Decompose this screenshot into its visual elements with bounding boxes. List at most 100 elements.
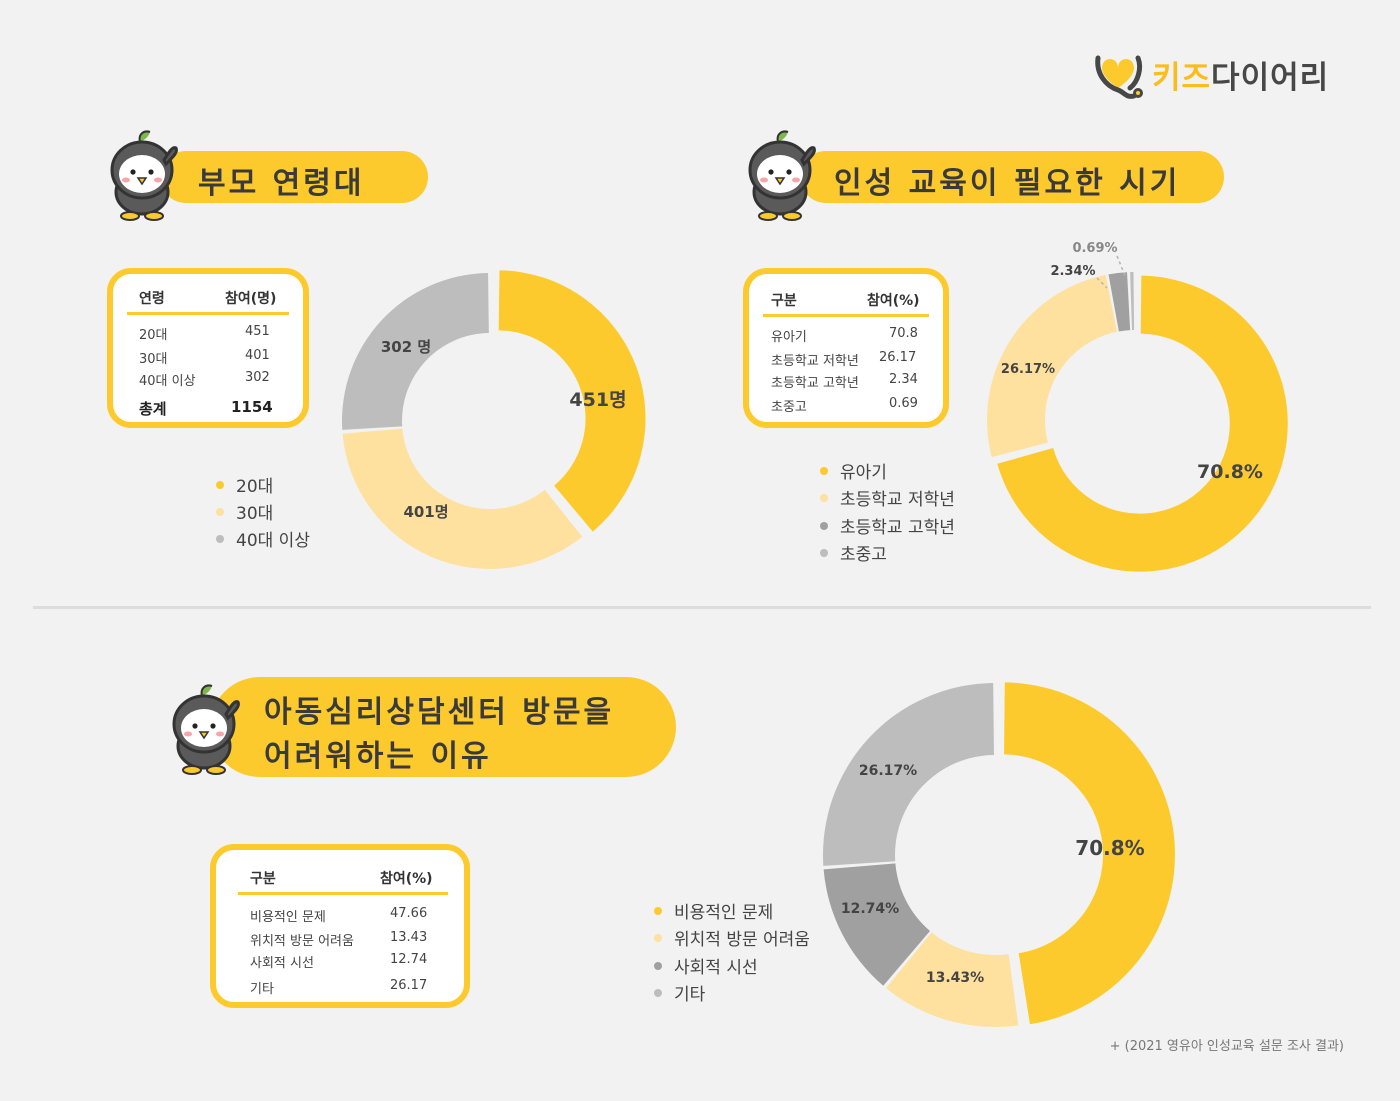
legend-swatch	[216, 507, 224, 516]
section-title-pill: 아동심리상담센터 방문을 어려워하는 이유	[210, 677, 676, 777]
penguin-mascot-icon	[172, 684, 240, 775]
data-table: 연령 참여(명) 20대 451 30대 401 40대 이상 302 총계 1…	[107, 268, 309, 428]
table-header-col2: 참여(%)	[380, 871, 433, 887]
table-header-col2: 참여(%)	[867, 293, 920, 309]
table-total-label: 총계	[139, 400, 167, 418]
donut-slice	[1130, 272, 1135, 331]
data-table: 구분 참여(%) 유아기 70.8 초등학교 저학년 26.17 초등학교 고학…	[743, 268, 949, 428]
table-header-col1: 구분	[250, 871, 276, 887]
table-cell: 초등학교 저학년	[771, 354, 859, 369]
table-cell: 30대	[139, 352, 168, 367]
penguin-mascot-icon	[748, 130, 816, 221]
donut-slice	[1108, 272, 1131, 332]
legend-label: 초등학교 저학년	[840, 490, 955, 510]
legend-label: 30대	[236, 504, 274, 524]
chart-legend: 20대 30대 40대 이상	[216, 472, 356, 562]
table-header-col2: 참여(명)	[225, 291, 277, 307]
legend-swatch	[654, 906, 662, 915]
table-cell: 비용적인 문제	[250, 910, 326, 925]
table-cell: 401	[245, 348, 270, 363]
table-cell: 70.8	[889, 326, 918, 341]
table-cell: 2.34	[889, 372, 918, 387]
table-cell: 20대	[139, 328, 168, 343]
table-cell: 40대 이상	[139, 374, 196, 389]
section-title: 인성 교육이 필요한 시기	[834, 166, 1181, 201]
legend-label: 20대	[236, 477, 274, 497]
table-cell: 47.66	[390, 906, 428, 921]
legend-label: 40대 이상	[236, 531, 310, 551]
legend-item: 위치적 방문 어려움	[654, 925, 810, 950]
legend-swatch	[820, 548, 828, 557]
table-cell: 초중고	[771, 400, 807, 415]
table-cell: 12.74	[390, 952, 428, 967]
legend-item: 비용적인 문제	[654, 898, 773, 923]
table-cell: 302	[245, 370, 270, 385]
table-header-col1: 연령	[139, 291, 165, 307]
table-cell: 26.17	[879, 350, 917, 365]
table-cell: 유아기	[771, 330, 807, 345]
table-total-value: 1154	[231, 398, 273, 416]
table-cell: 사회적 시선	[250, 956, 314, 971]
legend-item: 유아기	[820, 458, 887, 483]
donut-slice	[1004, 682, 1175, 1025]
legend-swatch	[820, 493, 828, 502]
leader-line	[1116, 255, 1127, 279]
table-cell: 451	[245, 324, 270, 339]
slice-value-label: 0.69%	[1072, 241, 1117, 256]
legend-swatch	[820, 466, 828, 475]
donut-slice	[987, 274, 1118, 458]
legend-item: 사회적 시선	[654, 953, 758, 978]
slice-value-label: 12.74%	[841, 901, 899, 917]
donut-chart: 70.8% 13.43% 12.74% 26.17%	[823, 682, 1175, 1027]
slice-value-label: 26.17%	[1001, 362, 1055, 377]
legend-label: 사회적 시선	[674, 958, 758, 978]
penguin-mascot-icon	[110, 130, 178, 221]
legend-item: 30대	[216, 499, 273, 524]
legend-swatch	[216, 480, 224, 489]
table-cell: 초등학교 고학년	[771, 376, 859, 391]
slice-value-label: 302 명	[381, 338, 431, 356]
slice-value-label: 13.43%	[926, 970, 984, 986]
legend-swatch	[654, 988, 662, 997]
leader-line	[1096, 277, 1108, 289]
donut-chart: 70.8% 26.17% 2.34% 0.69%	[987, 241, 1288, 572]
slice-value-label: 26.17%	[859, 763, 917, 779]
brand-name: 키즈다이어리	[1152, 60, 1330, 96]
donut-slice	[823, 863, 931, 986]
section-title: 부모 연령대	[198, 166, 365, 201]
table-cell: 26.17	[390, 978, 428, 993]
chart-legend: 비용적인 문제 위치적 방문 어려움 사회적 시선 기타	[654, 898, 824, 1008]
slice-value-label: 70.8%	[1197, 461, 1263, 483]
donut-slice	[997, 275, 1288, 572]
slice-value-label: 2.34%	[1050, 264, 1095, 279]
legend-label: 유아기	[840, 463, 887, 483]
legend-item: 초등학교 저학년	[820, 485, 955, 510]
slice-value-label: 70.8%	[1075, 836, 1144, 860]
table-cell: 기타	[250, 982, 274, 997]
table-header-col1: 구분	[771, 293, 797, 309]
section-title-pill: 부모 연령대	[160, 151, 428, 203]
slice-value-label: 401명	[403, 503, 448, 521]
legend-item: 초등학교 고학년	[820, 513, 955, 538]
donut-slice	[342, 428, 583, 569]
section-title-pill: 인성 교육이 필요한 시기	[800, 151, 1224, 203]
data-table: 구분 참여(%) 비용적인 문제 47.66 위치적 방문 어려움 13.43 …	[210, 844, 470, 1008]
legend-item: 기타	[654, 980, 705, 1005]
table-cell: 위치적 방문 어려움	[250, 934, 354, 949]
legend-swatch	[820, 521, 828, 530]
legend-label: 비용적인 문제	[674, 903, 774, 923]
table-cell: 0.69	[889, 396, 918, 411]
legend-label: 초중고	[840, 545, 887, 565]
legend-item: 초중고	[820, 540, 887, 565]
table-header-rule	[763, 314, 929, 317]
legend-item: 40대 이상	[216, 526, 310, 551]
section-divider	[33, 606, 1371, 609]
table-header-rule	[127, 312, 289, 315]
legend-swatch	[654, 961, 662, 970]
slice-value-label: 451명	[569, 389, 626, 411]
legend-item: 20대	[216, 472, 273, 497]
donut-slice	[823, 683, 994, 866]
donut-chart: 451명 401명 302 명	[342, 270, 646, 569]
brand-logo: 키즈다이어리	[1092, 44, 1352, 104]
legend-label: 위치적 방문 어려움	[674, 930, 810, 950]
